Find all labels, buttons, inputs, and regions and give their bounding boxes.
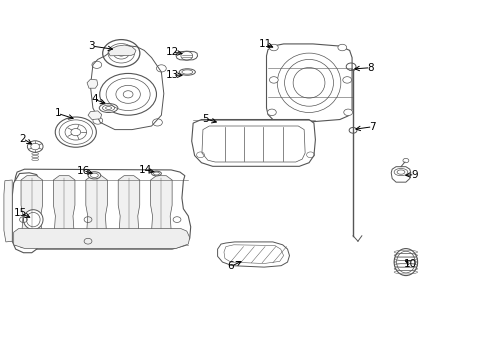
Polygon shape <box>217 242 289 267</box>
Polygon shape <box>108 45 136 56</box>
Text: 9: 9 <box>410 170 417 180</box>
Text: 1: 1 <box>54 108 61 118</box>
Polygon shape <box>176 51 197 60</box>
Circle shape <box>269 77 278 83</box>
Circle shape <box>269 44 278 51</box>
Polygon shape <box>20 176 44 248</box>
Polygon shape <box>90 46 163 130</box>
Circle shape <box>267 109 276 116</box>
Ellipse shape <box>23 210 43 230</box>
Ellipse shape <box>99 104 118 112</box>
Text: 12: 12 <box>165 47 179 57</box>
Text: 2: 2 <box>20 134 26 144</box>
Polygon shape <box>191 120 315 166</box>
Polygon shape <box>84 176 108 248</box>
Text: 15: 15 <box>14 208 27 218</box>
Polygon shape <box>12 173 39 253</box>
Text: 5: 5 <box>202 114 208 124</box>
Circle shape <box>100 73 156 115</box>
Polygon shape <box>14 229 189 248</box>
Ellipse shape <box>88 172 101 179</box>
Circle shape <box>343 109 352 116</box>
Ellipse shape <box>179 69 195 75</box>
Polygon shape <box>87 79 98 88</box>
Polygon shape <box>149 176 173 248</box>
Text: 6: 6 <box>227 261 234 271</box>
Circle shape <box>55 117 96 147</box>
Circle shape <box>342 77 351 83</box>
Text: 3: 3 <box>88 41 95 51</box>
Polygon shape <box>52 176 76 248</box>
Text: 7: 7 <box>368 122 375 132</box>
Polygon shape <box>266 44 351 122</box>
Text: 11: 11 <box>258 39 271 49</box>
Ellipse shape <box>151 171 161 176</box>
Circle shape <box>337 44 346 51</box>
Ellipse shape <box>277 53 340 112</box>
Text: 4: 4 <box>91 94 98 104</box>
Text: 8: 8 <box>366 63 373 73</box>
Polygon shape <box>4 180 12 242</box>
Ellipse shape <box>393 248 417 276</box>
Polygon shape <box>12 169 190 249</box>
Text: 14: 14 <box>139 165 152 175</box>
Polygon shape <box>390 167 410 182</box>
Circle shape <box>27 141 43 152</box>
Polygon shape <box>88 111 102 120</box>
Text: 10: 10 <box>404 258 416 269</box>
Polygon shape <box>117 176 141 248</box>
Text: 16: 16 <box>76 166 90 176</box>
Text: 13: 13 <box>165 70 179 80</box>
